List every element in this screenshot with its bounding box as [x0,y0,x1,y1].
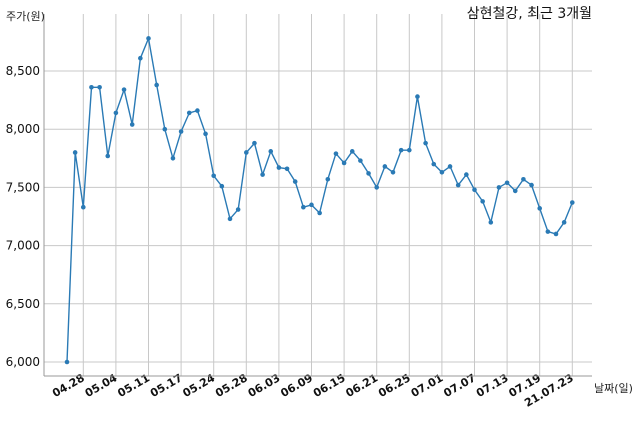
price-line [66,35,573,363]
price-point [146,36,151,41]
y-tick-label: 8,000 [6,122,40,136]
price-point [325,176,331,182]
price-point [553,231,559,237]
price-point [292,179,298,184]
x-tick-label: 05.04 [83,371,120,400]
price-point [341,160,347,166]
price-point [472,187,477,193]
labels-layer: 주가(원) 날짜(일) 삼현철강, 최근 3개월 [6,6,633,395]
price-point [252,140,257,146]
y-tick-label: 6,500 [6,297,40,311]
price-point [512,188,518,194]
price-point [105,153,111,159]
price-point [235,207,241,212]
price-point [455,182,461,188]
axes-layer: 6,0006,5007,0007,5008,0008,50004.2805.04… [6,14,592,410]
price-point [423,140,428,146]
price-point [480,199,485,204]
price-point [431,161,437,167]
price-point [464,172,469,177]
price-point [504,180,510,186]
price-point [219,183,225,189]
price-point [537,206,542,211]
price-point [358,158,363,163]
price-point [211,173,216,179]
y-tick-label: 8,500 [6,64,40,78]
price-point [138,55,143,61]
y-tick-label: 7,500 [6,180,40,194]
price-point [268,149,274,154]
price-point [162,126,168,132]
price-point [529,182,534,188]
price-point [64,359,70,365]
price-point [317,210,322,216]
price-point [81,204,86,210]
price-point [390,169,396,175]
price-point [570,200,575,205]
price-point [276,165,282,170]
price-point [407,147,412,153]
price-point [561,220,567,225]
price-point [186,110,192,116]
price-point [72,150,78,155]
price-point [260,172,265,177]
grid-layer [44,14,592,376]
price-point [447,164,453,169]
price-point [284,166,290,172]
price-point [415,94,420,99]
price-point [121,87,127,92]
price-point [382,164,388,169]
price-point [333,151,339,156]
x-axis-label: 날짜(일) [594,381,633,395]
price-point [244,150,249,155]
price-point [129,122,135,127]
price-point [113,110,119,116]
x-tick-label: 05.24 [181,371,218,400]
price-point [154,82,159,88]
price-point [97,84,102,90]
price-point [195,108,200,113]
price-point [496,185,502,190]
price-point [366,171,371,176]
price-point [203,131,208,137]
price-point [349,149,355,154]
series-layer [64,35,575,365]
price-point [227,216,233,222]
chart-title: 삼현철강, 최근 3개월 [467,6,592,22]
price-point [170,156,176,161]
price-point [178,129,184,134]
price-point [309,202,314,208]
price-point [488,220,494,225]
price-point [439,169,445,175]
y-axis-label: 주가(원) [6,10,45,23]
price-point [374,185,380,190]
y-tick-label: 7,000 [6,239,40,253]
y-tick-label: 6,000 [6,355,40,369]
price-point [521,176,526,182]
price-point [545,229,551,234]
price-point [398,147,404,153]
price-point [301,204,306,210]
price-point [89,84,94,90]
